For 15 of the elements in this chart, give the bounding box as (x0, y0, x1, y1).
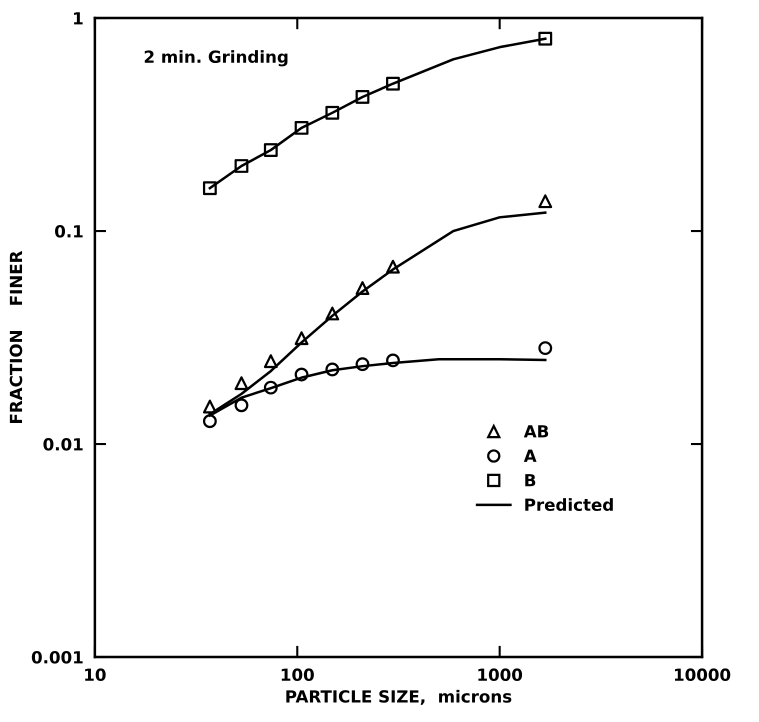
x-axis-title: PARTICLE SIZE, microns (286, 690, 512, 705)
legend-label: A (524, 450, 537, 462)
x-tick-label: 10000 (674, 668, 730, 682)
y-tick-label: 1 (74, 12, 83, 24)
y-tick-label: 0.01 (43, 438, 83, 451)
x-tick-label: 10 (85, 668, 106, 682)
legend-label: AB (524, 425, 548, 438)
y-tick-label: 0.1 (55, 225, 83, 238)
annotation: 2 min. Grinding (144, 50, 288, 66)
x-tick-label: 1000 (478, 668, 522, 682)
y-tick-label: 0.001 (32, 650, 83, 664)
x-tick-label: 100 (282, 668, 314, 682)
legend-label: B (525, 474, 536, 486)
legend-label: Predicted (525, 498, 613, 511)
y-axis-title: FRACTION FINER (10, 250, 22, 423)
